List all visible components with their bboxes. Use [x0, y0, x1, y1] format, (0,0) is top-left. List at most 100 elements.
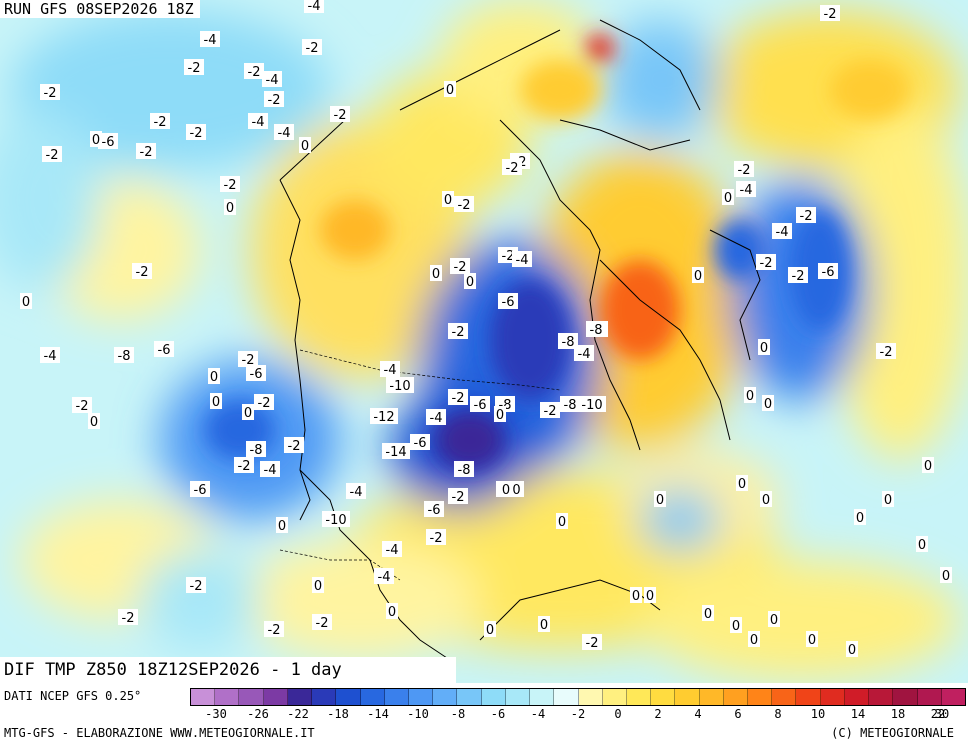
field-value-label: -4 [426, 409, 446, 426]
field-value-label: -4 [512, 251, 532, 268]
colorbar-swatch [723, 689, 749, 705]
svg-text:0: 0 [924, 459, 932, 474]
field-value-label: 0 [430, 265, 442, 282]
svg-text:-2: -2 [458, 198, 471, 213]
colorbar-swatch [772, 689, 797, 705]
svg-text:-4: -4 [350, 485, 363, 500]
field-value-label: 0 [88, 413, 100, 430]
colorbar-tick-label: 22 [930, 707, 946, 721]
svg-text:-4: -4 [44, 349, 57, 364]
field-value-label: 0 [768, 611, 780, 628]
svg-text:-4: -4 [430, 411, 443, 426]
field-value-label: -8 [454, 461, 474, 478]
svg-text:-8: -8 [562, 335, 575, 350]
svg-text:-2: -2 [154, 115, 167, 130]
credits-label: MTG-GFS - ELABORAZIONE WWW.METEOGIORNALE… [4, 726, 315, 740]
field-value-label: -2 [118, 609, 138, 626]
colorbar-tick-label: -26 [247, 707, 269, 721]
colorbar-swatch [651, 689, 676, 705]
svg-text:-2: -2 [738, 163, 751, 178]
svg-text:-2: -2 [248, 65, 261, 80]
field-value-label: -2 [234, 457, 254, 474]
colorbar-swatch [844, 689, 870, 705]
svg-text:0: 0 [314, 579, 322, 594]
field-value-label: -2 [796, 207, 816, 224]
field-value-label: -2 [284, 437, 304, 454]
svg-text:-6: -6 [194, 483, 207, 498]
colorbar-tick-label: -22 [287, 707, 309, 721]
field-value-label: -8 [114, 347, 134, 364]
field-value-label: 0 [276, 517, 288, 534]
svg-text:0: 0 [502, 483, 510, 498]
svg-text:-8: -8 [458, 463, 471, 478]
svg-text:-2: -2 [188, 61, 201, 76]
field-value-label: -2 [264, 91, 284, 108]
svg-text:-2: -2 [502, 249, 515, 264]
field-value-label: -2 [448, 389, 468, 406]
field-value-label: -2 [448, 488, 468, 505]
field-value-label: -2 [220, 176, 240, 193]
field-value-label: -6 [424, 501, 444, 518]
svg-text:0: 0 [446, 83, 454, 98]
svg-text:-4: -4 [386, 543, 399, 558]
svg-text:-2: -2 [136, 265, 149, 280]
field-value-label: 0 [730, 617, 742, 634]
colorbar-tick-label: -6 [490, 707, 506, 721]
field-value-label: 0 [702, 605, 714, 622]
svg-text:-4: -4 [776, 225, 789, 240]
colorbar-swatch [384, 689, 409, 705]
svg-text:-4: -4 [578, 347, 591, 362]
svg-text:0: 0 [432, 267, 440, 282]
field-value-label: 0 [494, 406, 506, 423]
field-value-label: -4 [380, 361, 400, 378]
field-value-label: -8 [558, 333, 578, 350]
field-value-label: -2 [186, 124, 206, 141]
field-value-label: 0 [654, 491, 666, 508]
field-value-label: -4 [736, 181, 756, 198]
svg-text:-4: -4 [252, 115, 265, 130]
colorbar-swatch [360, 689, 385, 705]
svg-text:-4: -4 [264, 463, 277, 478]
field-value-label: 0 [760, 491, 772, 508]
svg-text:0: 0 [244, 406, 252, 421]
svg-text:-6: -6 [502, 295, 515, 310]
svg-text:-2: -2 [430, 531, 443, 546]
colorbar-swatch [699, 689, 724, 705]
colorbar-tick-label: -2 [570, 707, 586, 721]
svg-text:-10: -10 [325, 513, 346, 528]
field-value-label: -2 [184, 59, 204, 76]
svg-text:-2: -2 [506, 161, 519, 176]
colorbar-tick-label: -10 [407, 707, 429, 721]
svg-text:-2: -2 [586, 636, 599, 651]
svg-text:0: 0 [694, 269, 702, 284]
field-value-label: 0 [386, 603, 398, 620]
svg-text:0: 0 [760, 341, 768, 356]
field-value-label: 0 [922, 457, 934, 474]
svg-text:-14: -14 [385, 445, 406, 460]
colorbar-tick-label: 2 [654, 707, 662, 721]
run-title: RUN GFS 08SEP2026 18Z [0, 0, 200, 18]
svg-text:0: 0 [808, 633, 816, 648]
svg-text:-6: -6 [414, 436, 427, 451]
field-value-label: -2 [136, 143, 156, 160]
field-value-label: -4 [574, 345, 594, 362]
colorbar-swatch [215, 689, 240, 705]
svg-text:-2: -2 [122, 611, 135, 626]
svg-text:-2: -2 [316, 616, 329, 631]
field-value-label: -2 [42, 146, 62, 163]
svg-text:-4: -4 [740, 183, 753, 198]
field-value-label: 0 [882, 491, 894, 508]
colorbar-swatch [626, 689, 652, 705]
svg-text:0: 0 [226, 201, 234, 216]
colorbar-swatch [820, 689, 845, 705]
colorbar-swatch [481, 689, 506, 705]
colorbar-tick-label: -30 [205, 707, 227, 721]
field-value-label: 0 [744, 387, 756, 404]
svg-text:-6: -6 [822, 265, 835, 280]
colorbar-tick-label: 14 [850, 707, 866, 721]
svg-text:-2: -2 [44, 86, 57, 101]
svg-text:-8: -8 [250, 443, 263, 458]
svg-text:0: 0 [762, 493, 770, 508]
svg-text:0: 0 [496, 408, 504, 423]
field-value-label: -2 [450, 258, 470, 275]
